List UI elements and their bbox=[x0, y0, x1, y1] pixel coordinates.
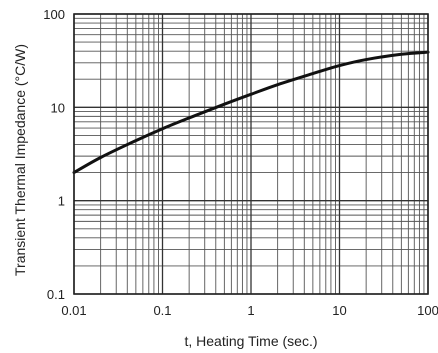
y-tick-label: 10 bbox=[51, 100, 65, 115]
plot-frame bbox=[73, 13, 429, 295]
x-tick-labels: 0.01 0.1 1 10 100 bbox=[61, 303, 438, 318]
y-tick-label: 1 bbox=[58, 194, 65, 209]
x-axis-label: t, Heating Time (sec.) bbox=[184, 333, 317, 349]
series-line-0 bbox=[72, 50, 430, 175]
y-tick-label: 0.1 bbox=[47, 287, 65, 302]
y-axis-label: Transient Thermal Impedance (°C/W) bbox=[12, 44, 28, 276]
x-tick-label: 100 bbox=[417, 303, 438, 318]
x-tick-label: 1 bbox=[247, 303, 254, 318]
x-tick-label: 0.1 bbox=[153, 303, 171, 318]
x-tick-label: 10 bbox=[332, 303, 346, 318]
grid bbox=[73, 13, 429, 295]
series-layer bbox=[72, 50, 430, 175]
y-tick-label: 100 bbox=[43, 7, 65, 22]
y-tick-labels: 0.1 1 10 100 bbox=[43, 7, 65, 302]
x-tick-label: 0.01 bbox=[61, 303, 86, 318]
